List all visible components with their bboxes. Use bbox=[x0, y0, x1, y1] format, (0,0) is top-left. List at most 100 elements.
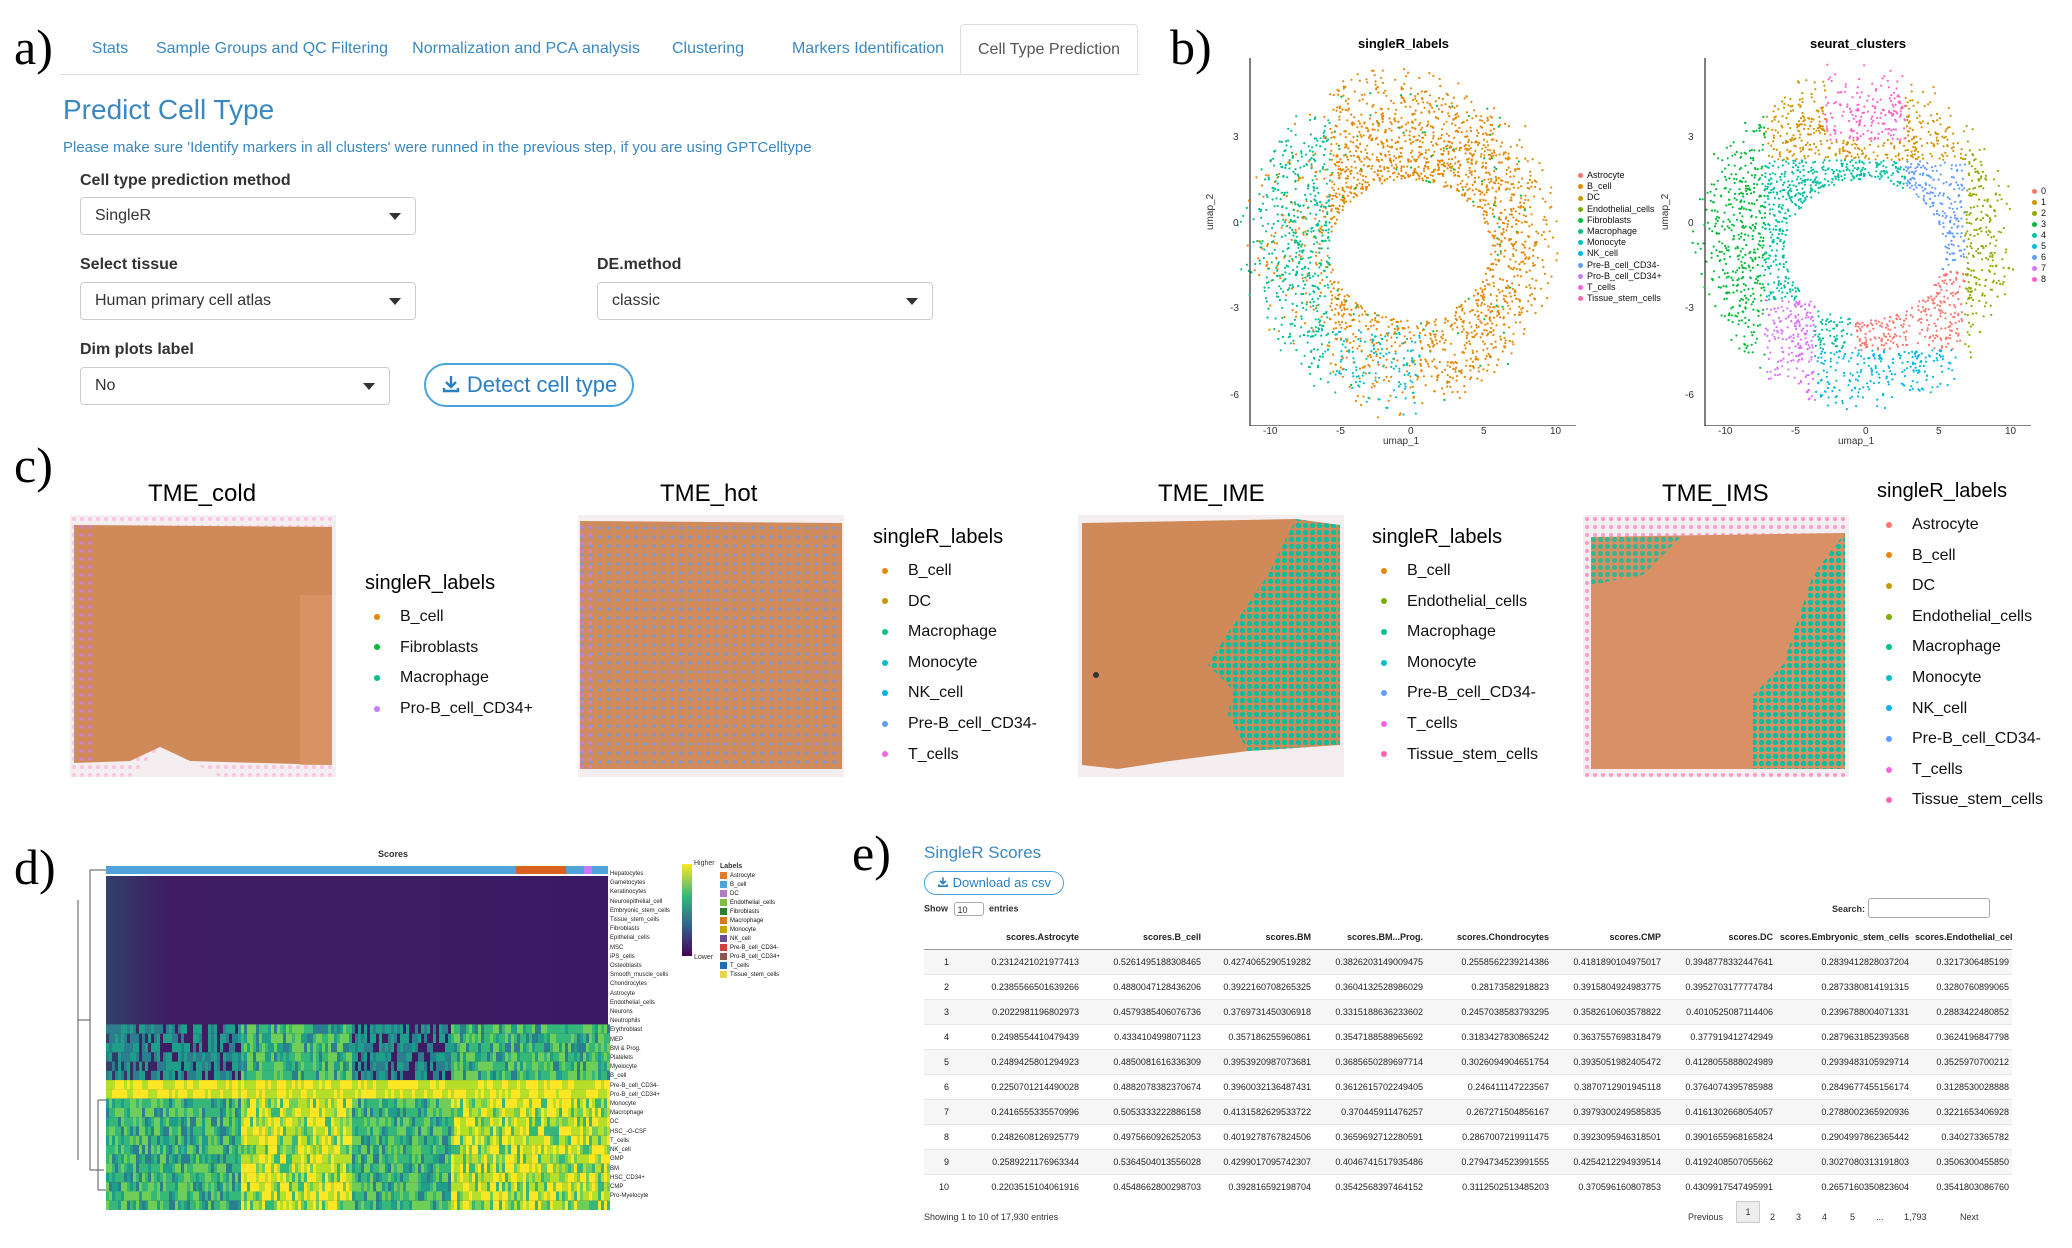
tab-sample-groups[interactable]: Sample Groups and QC Filtering bbox=[155, 40, 389, 57]
umap-point bbox=[1959, 235, 1962, 238]
umap-point bbox=[1756, 275, 1759, 278]
umap-point bbox=[1376, 169, 1379, 172]
umap-point bbox=[1488, 173, 1491, 176]
umap-point bbox=[1438, 340, 1441, 343]
umap-point bbox=[1766, 187, 1769, 190]
umap-point bbox=[1902, 323, 1905, 326]
umap-point bbox=[1897, 152, 1900, 155]
umap-point bbox=[1362, 164, 1365, 167]
umap-point bbox=[1856, 395, 1860, 398]
umap-point bbox=[1743, 288, 1746, 291]
umap-point bbox=[1495, 154, 1498, 157]
tissue-select-value: Human primary cell atlas bbox=[95, 292, 272, 309]
umap-point bbox=[1895, 110, 1898, 113]
umap-point bbox=[1351, 372, 1354, 375]
umap-point bbox=[1331, 268, 1334, 271]
umap-point bbox=[1309, 256, 1312, 259]
umap-point bbox=[2004, 251, 2007, 254]
umap-point bbox=[1340, 303, 1344, 306]
umap-point bbox=[1529, 174, 1532, 177]
umap-point bbox=[1275, 256, 1278, 259]
umap-point bbox=[1424, 151, 1427, 154]
umap-point bbox=[1740, 232, 1743, 235]
tab-clustering[interactable]: Clustering bbox=[671, 40, 745, 57]
detect-cell-type-button[interactable]: Detect cell type bbox=[424, 363, 634, 407]
umap-point bbox=[1406, 337, 1409, 340]
umap-point bbox=[1868, 137, 1871, 140]
umap-point bbox=[1780, 124, 1783, 127]
umap-point bbox=[1445, 132, 1448, 135]
umap-point bbox=[1391, 323, 1394, 326]
umap-point bbox=[1358, 79, 1361, 82]
umap-point bbox=[1761, 254, 1765, 257]
umap-point bbox=[1326, 266, 1329, 269]
umap-point bbox=[1316, 139, 1319, 142]
umap-point bbox=[1786, 268, 1789, 271]
umap-point bbox=[1744, 184, 1747, 188]
umap-point bbox=[1797, 333, 1800, 336]
de-method-select[interactable]: classic bbox=[597, 282, 933, 320]
umap-point bbox=[1945, 273, 1948, 276]
umap-point bbox=[1291, 283, 1294, 286]
umap-point bbox=[1300, 245, 1303, 248]
umap-point bbox=[1885, 166, 1888, 169]
tab-bar: Stats Sample Groups and QC Filtering Nor… bbox=[60, 24, 1140, 75]
umap-point bbox=[1419, 145, 1423, 149]
tissue-select[interactable]: Human primary cell atlas bbox=[80, 282, 416, 320]
umap-point bbox=[1289, 335, 1292, 338]
umap-point bbox=[1301, 176, 1304, 179]
umap-point bbox=[1419, 358, 1422, 361]
umap-point bbox=[1409, 142, 1413, 145]
umap-point bbox=[1524, 257, 1527, 260]
umap-point bbox=[1874, 105, 1877, 108]
umap-point bbox=[1781, 141, 1784, 144]
method-select[interactable]: SingleR bbox=[80, 197, 416, 235]
umap-point bbox=[1764, 175, 1767, 178]
umap-point bbox=[1784, 275, 1787, 278]
umap-point bbox=[1794, 213, 1797, 216]
tab-cell-type-prediction[interactable]: Cell Type Prediction bbox=[960, 24, 1138, 74]
umap-point bbox=[1814, 333, 1817, 336]
umap-point bbox=[1768, 294, 1771, 297]
dim-select[interactable]: No bbox=[80, 367, 390, 405]
umap-point bbox=[1343, 146, 1346, 149]
umap-point bbox=[1892, 112, 1895, 115]
umap-point bbox=[1272, 222, 1275, 225]
tab-normalization[interactable]: Normalization and PCA analysis bbox=[412, 40, 640, 57]
umap-point bbox=[1891, 137, 1894, 140]
umap-point bbox=[1989, 218, 1992, 222]
umap-point bbox=[1366, 328, 1370, 331]
umap-point bbox=[1515, 249, 1518, 252]
umap-point bbox=[1791, 154, 1794, 157]
umap-point bbox=[1517, 206, 1520, 209]
umap-point bbox=[1931, 339, 1934, 342]
umap-point bbox=[1771, 155, 1774, 158]
umap-point bbox=[1750, 343, 1753, 346]
umap-point bbox=[1499, 245, 1502, 248]
umap-point bbox=[1950, 176, 1953, 179]
umap-point bbox=[1531, 277, 1534, 280]
umap-point bbox=[1935, 132, 1938, 135]
umap-point bbox=[1724, 175, 1727, 178]
umap-point bbox=[1805, 314, 1808, 317]
umap-point bbox=[1831, 178, 1834, 181]
tab-stats[interactable]: Stats bbox=[91, 40, 129, 57]
umap-point bbox=[1464, 347, 1467, 350]
umap-point bbox=[1735, 289, 1738, 292]
umap-point bbox=[1329, 152, 1332, 155]
umap-point bbox=[1408, 364, 1411, 367]
umap-point bbox=[1800, 206, 1803, 209]
umap-point bbox=[1316, 204, 1319, 207]
tab-markers[interactable]: Markers Identification bbox=[791, 40, 945, 57]
umap-point bbox=[1840, 162, 1843, 165]
umap-point bbox=[1506, 223, 1509, 226]
umap-point bbox=[1804, 303, 1807, 306]
umap-point bbox=[1481, 333, 1484, 336]
umap-point bbox=[1804, 198, 1807, 201]
umap-point bbox=[1692, 230, 1695, 233]
umap-point bbox=[1468, 377, 1472, 381]
umap-point bbox=[1308, 158, 1312, 161]
umap-point bbox=[1792, 134, 1795, 137]
umap-point bbox=[1724, 186, 1727, 189]
umap-point bbox=[1722, 285, 1725, 288]
